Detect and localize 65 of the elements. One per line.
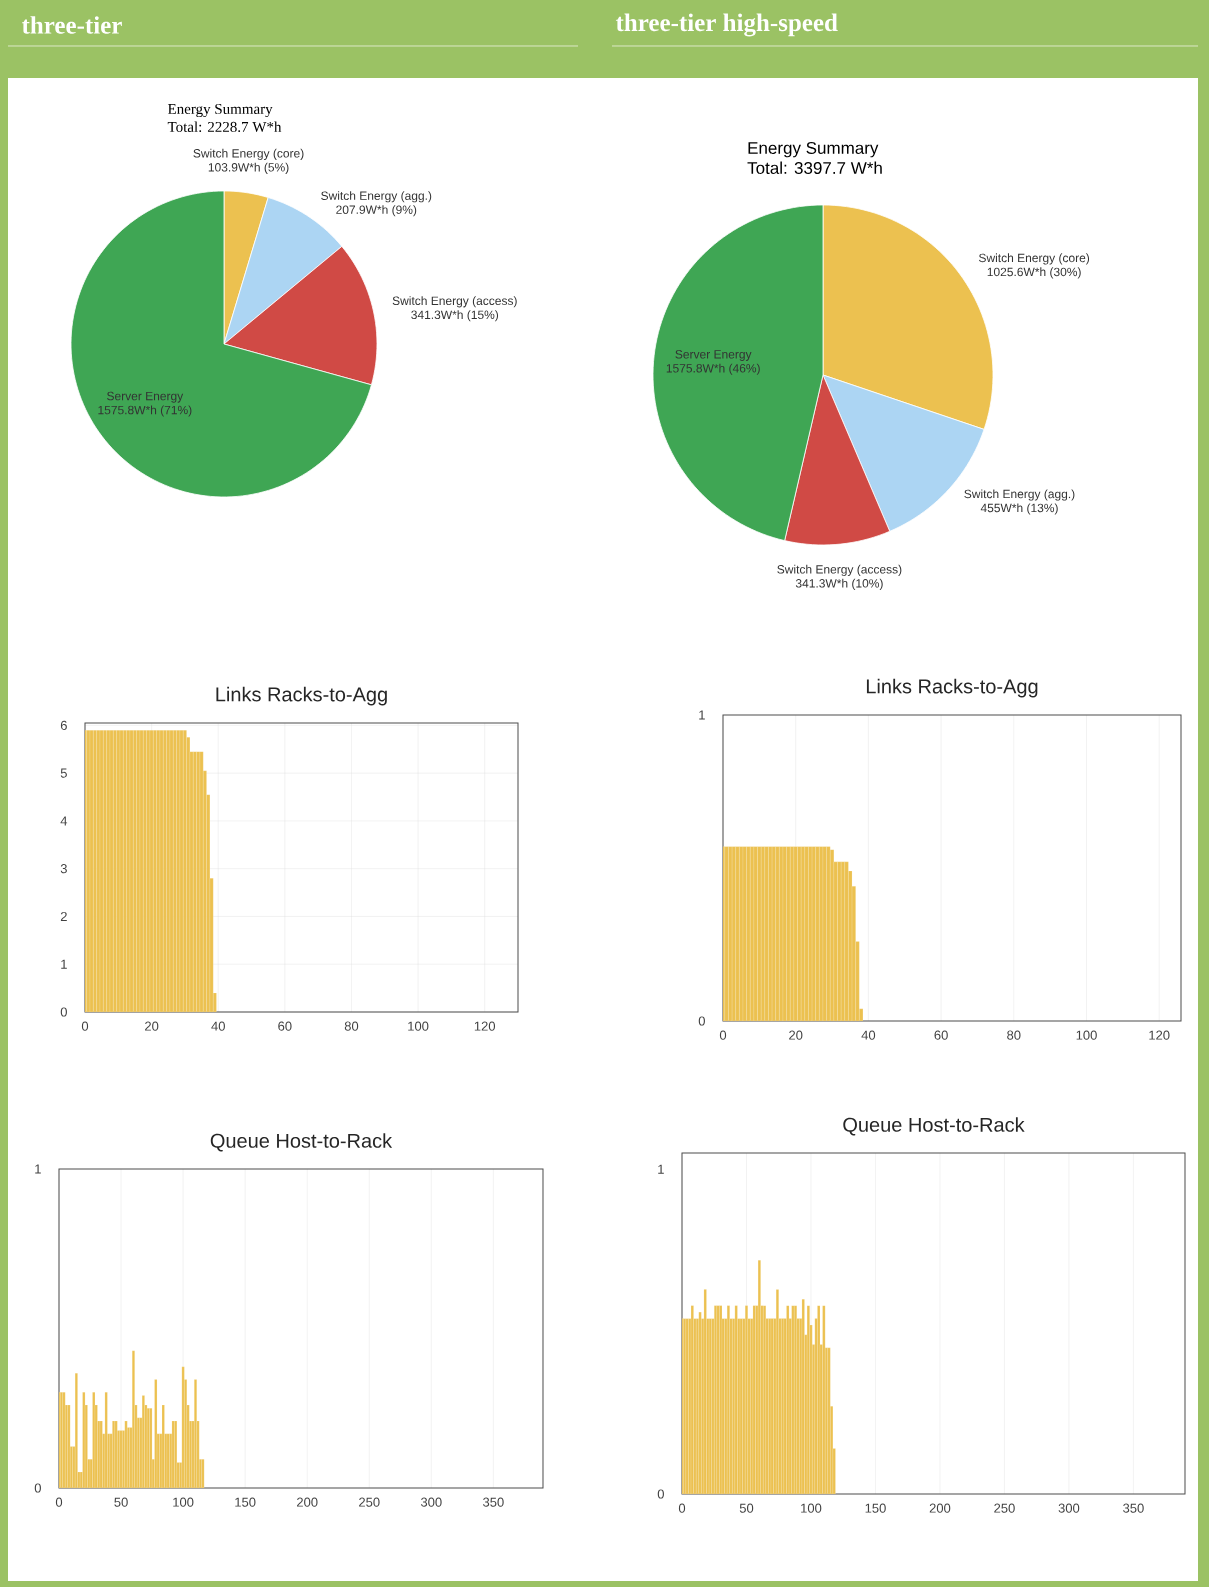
chart-title: Energy Summary (748, 141, 879, 158)
text: three-tier (21, 16, 122, 34)
chart-title: Energy Summary (167, 103, 273, 118)
x-tick-label: 40 (861, 1030, 876, 1040)
slice-label: Switch Energy (access) (777, 564, 902, 576)
slice-label: Server Energy (107, 391, 184, 403)
slice-label: Server Energy (675, 350, 752, 361)
data-label: 1025.6W*h (30%) (987, 267, 1081, 279)
data-label: 455W*h (13%) (980, 503, 1058, 515)
y-tick-label: 1 (658, 1164, 664, 1174)
y-tick-label: 0 (60, 1007, 67, 1017)
chart-title: Queue Host-to-Rack (843, 1117, 1025, 1136)
data-label: 207.9W*h (9%) (336, 205, 417, 217)
x-tick-label: 100 (173, 1497, 194, 1507)
x-tick-label: 150 (865, 1503, 886, 1513)
slice-label: Switch Energy (core) (979, 253, 1090, 265)
x-tick-label: 250 (994, 1503, 1015, 1513)
x-tick-label: 200 (297, 1497, 318, 1507)
x-tick-label: 80 (344, 1021, 359, 1031)
chart-title: Links Racks-to-Agg (216, 686, 387, 706)
x-tick-label: 200 (929, 1503, 951, 1513)
x-tick-label: 80 (1007, 1030, 1021, 1040)
slice-label: Switch Energy (core) (193, 148, 304, 160)
text: three-tier high-speed (615, 13, 838, 37)
x-tick-label: 100 (801, 1503, 822, 1513)
slice-label: Switch Energy (agg.) (964, 489, 1075, 501)
x-tick-label: 60 (934, 1030, 948, 1040)
y-tick-label: 4 (60, 816, 68, 826)
chart-title: Links Racks-to-Agg (866, 678, 1038, 698)
data-label: 341.3W*h (10%) (795, 578, 883, 590)
x-tick-label: 0 (81, 1021, 89, 1031)
y-tick-label: 1 (61, 959, 67, 969)
y-tick-label: 1 (35, 1164, 41, 1174)
y-tick-label: 3 (60, 864, 67, 874)
x-tick-label: 0 (719, 1030, 727, 1040)
x-tick-label: 300 (1058, 1503, 1080, 1513)
x-tick-label: 50 (114, 1497, 128, 1507)
x-tick-label: 100 (1076, 1030, 1097, 1040)
x-tick-label: 100 (408, 1021, 429, 1031)
data-label: 341.3W*h (15%) (411, 310, 499, 322)
x-tick-label: 120 (1149, 1030, 1170, 1040)
chart-subtitle: Total: 3397.7 W*h (747, 161, 882, 175)
x-tick-label: 350 (1123, 1503, 1144, 1513)
x-tick-label: 0 (678, 1503, 686, 1513)
x-tick-label: 50 (739, 1503, 754, 1513)
y-tick-label: 2 (60, 911, 67, 921)
y-tick-label: 5 (60, 768, 67, 778)
x-tick-label: 60 (278, 1021, 292, 1031)
x-tick-label: 20 (145, 1021, 159, 1031)
y-tick-label: 6 (60, 720, 67, 730)
x-tick-label: 20 (789, 1030, 803, 1040)
x-tick-label: 300 (420, 1497, 442, 1507)
x-tick-label: 250 (359, 1497, 380, 1507)
y-tick-label: 1 (699, 710, 705, 720)
data-label: 1575.8W*h (46%) (666, 363, 760, 375)
slice-label: Switch Energy (access) (392, 296, 517, 308)
x-tick-label: 350 (483, 1497, 504, 1507)
data-label: 1575.8W*h (71%) (98, 405, 192, 417)
x-tick-label: 120 (474, 1021, 496, 1031)
chart-subtitle: Total: 2228.7 W*h (167, 121, 282, 133)
x-tick-label: 150 (235, 1497, 256, 1507)
x-tick-label: 40 (211, 1021, 225, 1031)
data-label: 103.9W*h (5%) (208, 162, 289, 174)
chart-title: Queue Host-to-Rack (210, 1133, 393, 1152)
slice-label: Switch Energy (agg.) (321, 191, 432, 203)
